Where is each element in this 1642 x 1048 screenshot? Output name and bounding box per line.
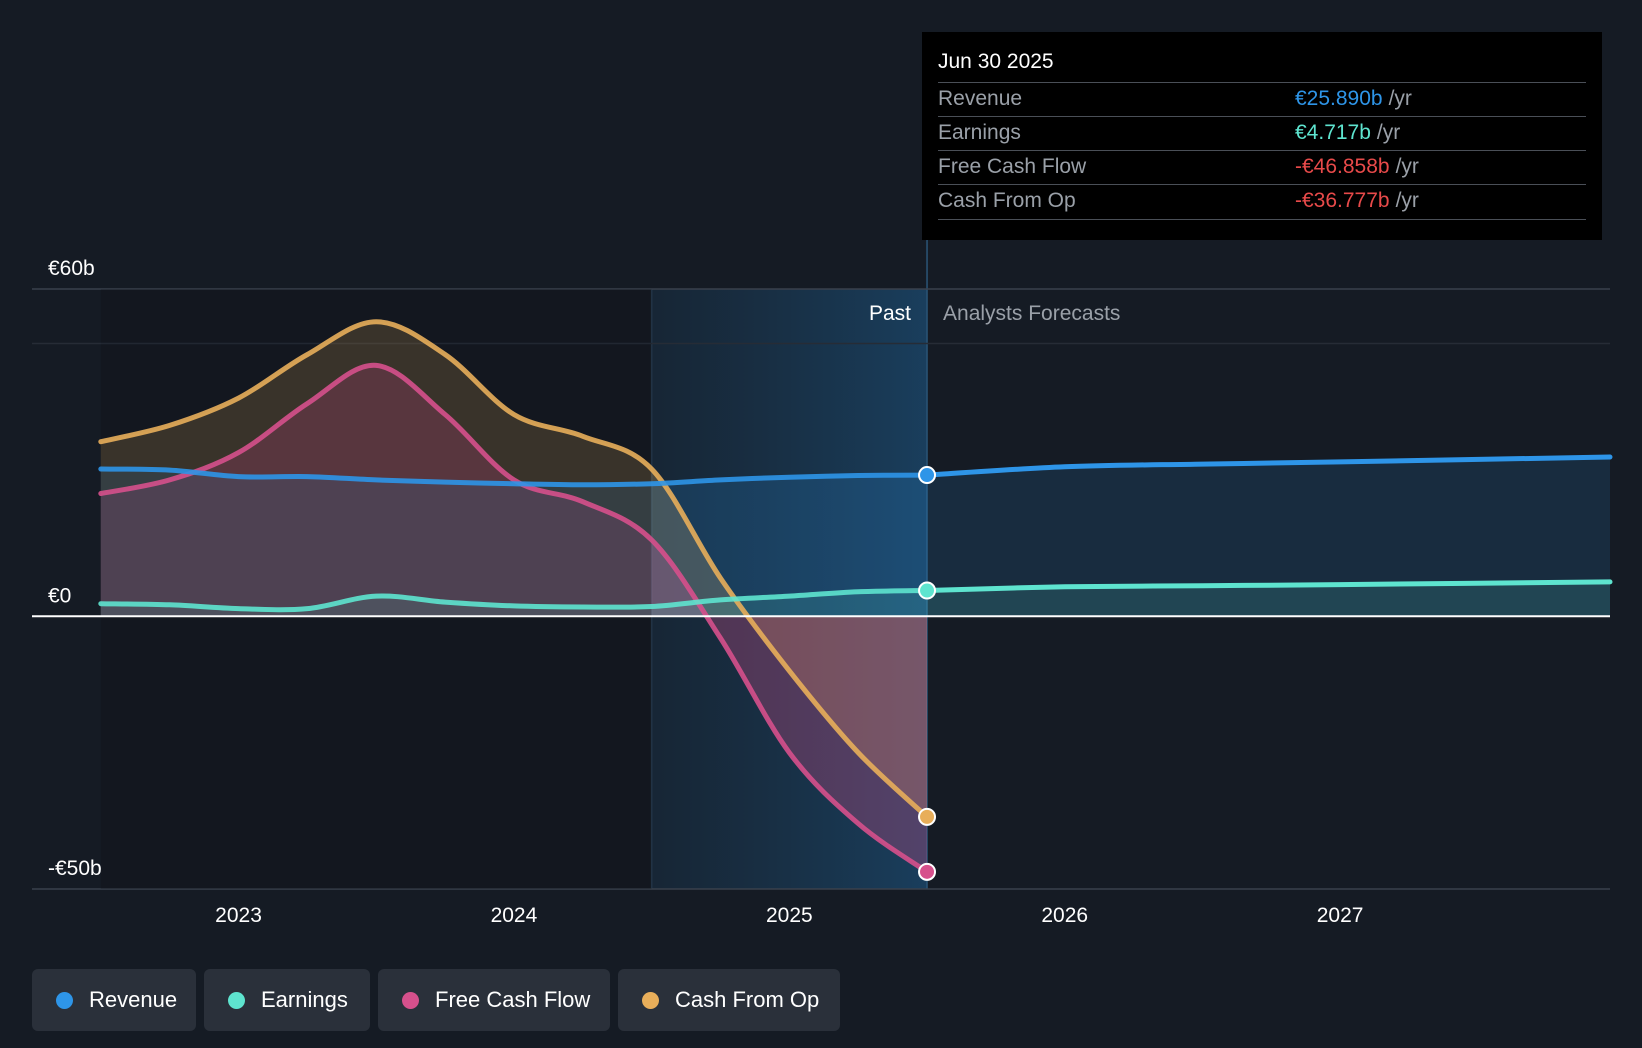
tooltip-label: Free Cash Flow — [938, 155, 1087, 178]
revenue-line — [98, 466, 930, 488]
legend-label: Revenue — [89, 987, 178, 1012]
tooltip-value: €4.717b/yr — [1295, 121, 1401, 144]
revenue-marker — [918, 466, 937, 485]
tooltip-row-earnings: Earnings €4.717b/yr — [938, 116, 1586, 151]
tooltip-row-revenue: Revenue €25.890b/yr — [938, 82, 1586, 117]
cash-from-op-area — [100, 321, 928, 817]
cash-from-op-legend-dot-icon — [642, 991, 659, 1009]
past-background — [100, 289, 652, 889]
tooltip-label: Earnings — [938, 121, 1021, 144]
earnings-marker — [918, 581, 937, 600]
x-tick-label: 2026 — [1041, 904, 1088, 927]
revenue-forecast-line — [924, 454, 1613, 478]
tooltip-label: Revenue — [938, 87, 1023, 110]
earnings-legend-dot-icon — [228, 991, 245, 1009]
tooltip-value: -€46.858b/yr — [1295, 155, 1419, 178]
tooltip-row-free-cash-flow: Free Cash Flow -€46.858b/yr — [938, 150, 1586, 185]
cash-from-op-line — [98, 319, 930, 820]
legend-item-earnings[interactable]: Earnings — [204, 969, 370, 1031]
y-tick-label: €60b — [48, 257, 95, 280]
free-cash-flow-marker — [918, 862, 937, 881]
y-tick-label: €0 — [48, 584, 71, 607]
free-cash-flow-legend-dot-icon — [402, 991, 419, 1009]
earnings-forecast-area — [927, 581, 1610, 617]
x-tick-label: 2024 — [491, 904, 538, 927]
revenue-legend-dot-icon — [56, 991, 73, 1009]
earnings-forecast-line — [924, 579, 1613, 593]
x-tick-label: 2027 — [1317, 904, 1364, 927]
legend-item-revenue[interactable]: Revenue — [32, 969, 196, 1031]
x-tick-label: 2023 — [215, 904, 262, 927]
earnings-line — [98, 588, 930, 613]
legend-label: Free Cash Flow — [435, 987, 591, 1012]
tooltip-date: Jun 30 2025 — [938, 50, 1054, 73]
tooltip-label: Cash From Op — [938, 189, 1076, 212]
past-label: Past — [869, 302, 911, 325]
past-dim-overlay — [100, 289, 652, 889]
revenue-forecast-area — [927, 457, 1610, 617]
tooltip-row-cash-from-op: Cash From Op -€36.777b/yr — [938, 184, 1586, 220]
tooltip-value: €25.890b/yr — [1295, 87, 1412, 110]
x-tick-label: 2025 — [766, 904, 813, 927]
legend-label: Cash From Op — [675, 987, 820, 1012]
tooltip: Jun 30 2025 Revenue €25.890b/yr Earnings… — [922, 32, 1602, 240]
legend-item-cash-from-op[interactable]: Cash From Op — [618, 969, 840, 1031]
cash-from-op-marker — [918, 807, 937, 826]
legend-item-free-cash-flow[interactable]: Free Cash Flow — [378, 969, 610, 1031]
legend-label: Earnings — [261, 987, 348, 1012]
free-cash-flow-area — [100, 365, 928, 872]
y-tick-label: -€50b — [48, 857, 102, 880]
tooltip-value: -€36.777b/yr — [1295, 189, 1419, 212]
forecast-label: Analysts Forecasts — [943, 302, 1120, 325]
